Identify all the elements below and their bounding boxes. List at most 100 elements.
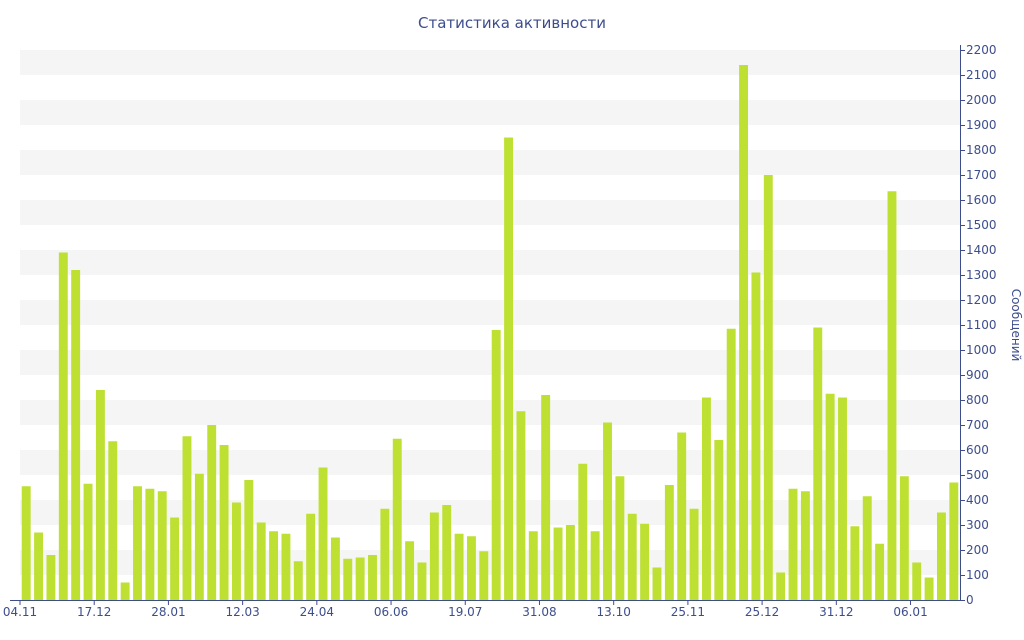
x-tick-label: 25.12 [745, 605, 779, 619]
bar [850, 526, 860, 600]
bar [442, 505, 452, 600]
bar [578, 463, 588, 600]
y-tick-label: 1500 [966, 218, 997, 232]
grid-band [20, 100, 960, 125]
bar [652, 567, 662, 600]
bar [454, 533, 464, 600]
bar [726, 328, 736, 600]
x-tick-label: 24.04 [300, 605, 334, 619]
bar [145, 488, 155, 600]
bar [368, 555, 377, 600]
chart-title: Статистика активности [418, 14, 606, 32]
y-tick-label: 200 [966, 543, 989, 557]
bar [133, 486, 142, 600]
y-tick-label: 1400 [966, 243, 997, 257]
x-tick-label: 31.08 [522, 605, 556, 619]
bar [565, 525, 575, 600]
bar [355, 557, 365, 600]
bar [207, 425, 217, 600]
bar [912, 562, 922, 600]
bar [751, 272, 761, 600]
bar [615, 476, 625, 600]
y-tick-label: 2200 [966, 43, 997, 57]
bar [516, 411, 526, 600]
x-tick-label: 04.11 [3, 605, 37, 619]
bar [256, 522, 266, 600]
y-tick-label: 500 [966, 468, 989, 482]
bar [71, 270, 81, 600]
bar [120, 582, 130, 600]
bar [58, 252, 68, 600]
y-axis: 0 100 200 300 400 500 600 700 800 900 1000 1100 1200… [960, 43, 997, 607]
bar [306, 513, 316, 600]
bar [491, 330, 501, 600]
bar [640, 523, 650, 600]
x-axis: 04.11 17.12 28.01 12.03 24.04 06.06 19.07 31.08… [3, 600, 960, 619]
bar [887, 191, 897, 600]
bar [776, 572, 786, 600]
bar [21, 486, 31, 600]
y-tick-label: 400 [966, 493, 989, 507]
bar [429, 512, 439, 600]
bar [504, 137, 514, 600]
bar [95, 390, 105, 600]
grid-band [20, 450, 960, 475]
bar [157, 491, 167, 600]
bar [813, 327, 823, 600]
bar [800, 491, 810, 600]
bar [899, 476, 909, 600]
x-tick-label: 13.10 [597, 605, 631, 619]
x-tick-label: 31.12 [819, 605, 853, 619]
y-tick-label: 1600 [966, 193, 997, 207]
bar [405, 541, 415, 600]
bar [528, 531, 538, 600]
bar [664, 485, 674, 600]
y-tick-label: 300 [966, 518, 989, 532]
bar [330, 537, 340, 600]
bar [838, 397, 847, 600]
y-tick-label: 800 [966, 393, 989, 407]
y-tick-label: 100 [966, 568, 989, 582]
bar [269, 531, 279, 600]
bar [219, 445, 229, 600]
bar [34, 532, 44, 600]
y-tick-label: 2100 [966, 68, 997, 82]
bar [541, 395, 551, 600]
x-tick-label: 12.03 [225, 605, 259, 619]
y-tick-label: 1100 [966, 318, 997, 332]
bar [417, 562, 427, 600]
y-tick-label: 2000 [966, 93, 997, 107]
x-tick-label: 28.01 [151, 605, 185, 619]
grid-band [20, 200, 960, 225]
bar [231, 502, 241, 600]
x-tick-label: 06.06 [374, 605, 408, 619]
y-tick-label: 1800 [966, 143, 997, 157]
bar [788, 488, 798, 600]
bar [825, 393, 835, 600]
grid-band [20, 350, 960, 375]
bar [479, 551, 489, 600]
bar [343, 558, 353, 600]
bar [466, 536, 476, 600]
y-tick-label: 1300 [966, 268, 997, 282]
bar [392, 438, 402, 600]
bar [380, 508, 390, 600]
bar [293, 561, 303, 600]
bar [46, 555, 56, 600]
bar [689, 508, 699, 600]
x-tick-label: 06.01 [893, 605, 927, 619]
bar [603, 422, 612, 600]
bar [170, 517, 180, 600]
bar [739, 65, 749, 600]
bar [553, 527, 563, 600]
bar [936, 512, 946, 600]
grid-bands [20, 50, 960, 575]
bar [763, 175, 773, 600]
x-tick-label: 17.12 [77, 605, 111, 619]
grid-band [20, 50, 960, 75]
y-tick-label: 1200 [966, 293, 997, 307]
bar [949, 482, 959, 600]
grid-band [20, 150, 960, 175]
